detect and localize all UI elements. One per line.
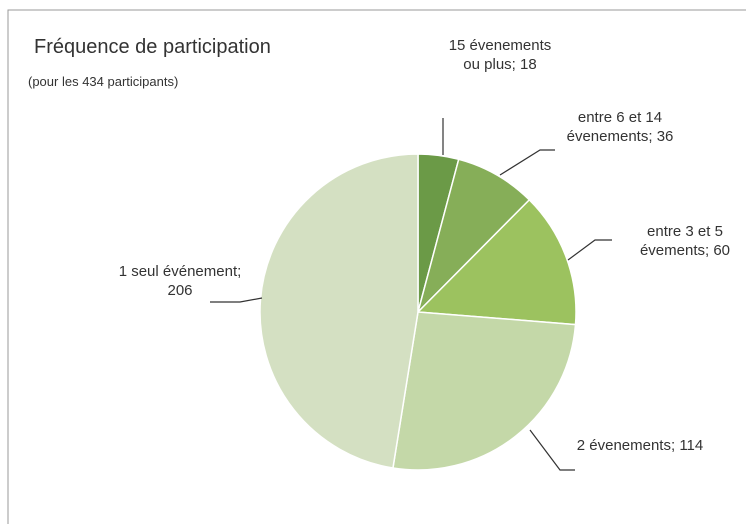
value-label: 18 — [520, 56, 537, 73]
category-label: entre 3 et 5 évements; — [639, 223, 723, 259]
slice-label: entre 6 et 14 évenements; 36 — [545, 108, 695, 146]
leader-line — [529, 429, 575, 471]
value-label: 206 — [167, 282, 193, 299]
slice-label: 15 évenements ou plus; 18 — [440, 36, 560, 74]
chart-subtitle: (pour les 434 participants) — [28, 74, 179, 89]
chart-border — [7, 9, 746, 524]
slice-label: 1 seul événement; 206 — [105, 262, 255, 300]
value-label: 114 — [679, 437, 704, 454]
value-label: 36 — [656, 128, 674, 145]
slice-label: 2 évenements; 114 — [565, 436, 715, 455]
category-label: 15 évenements ou plus; — [448, 37, 552, 73]
pie-slice — [259, 153, 419, 469]
category-label: 1 seul événement; — [118, 263, 242, 280]
slice-label: entre 3 et 5 évements; 60 — [625, 222, 745, 260]
chart-title: Fréquence de participation — [34, 36, 271, 58]
value-label: 60 — [713, 242, 731, 259]
category-label: entre 6 et 14 évenements; — [566, 109, 663, 145]
pie-slice — [416, 198, 577, 326]
leader-line — [567, 239, 612, 261]
leader-line — [210, 297, 263, 303]
category-label: 2 évenements; — [576, 437, 676, 454]
leader-line — [499, 149, 555, 176]
pie-slice — [392, 311, 577, 471]
